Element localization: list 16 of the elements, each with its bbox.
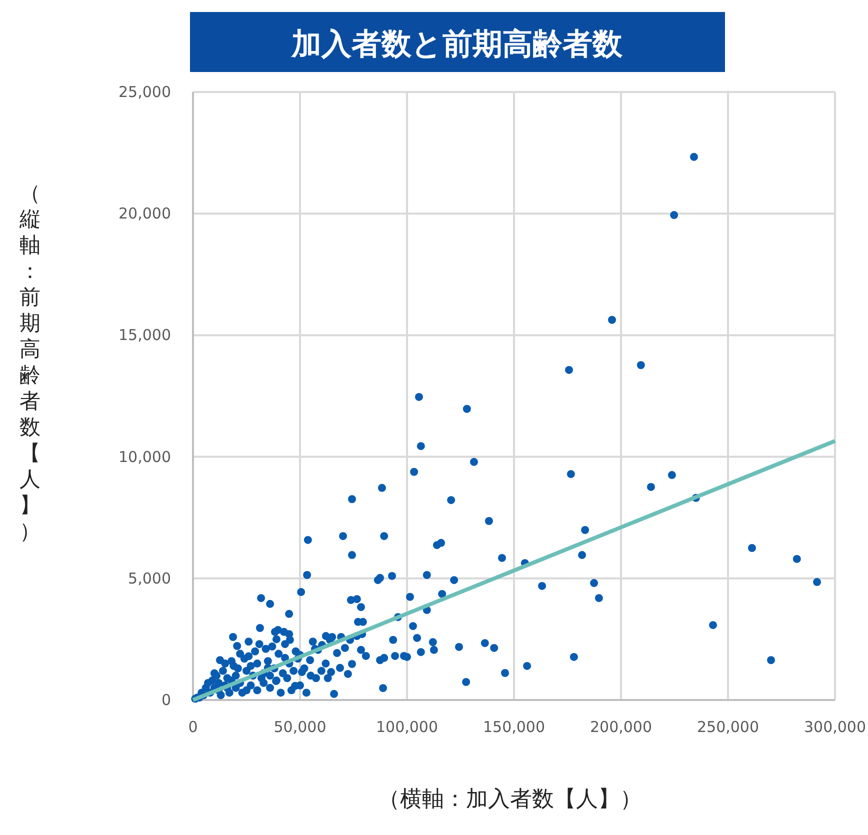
y-tick-label: 25,000 (118, 83, 171, 101)
y-tick-label: 15,000 (118, 326, 171, 344)
y-tick-label: 0 (161, 691, 171, 709)
y-tick-label: 5,000 (128, 569, 171, 588)
text: （縦軸：前期高齢者数【人】） (20, 181, 40, 543)
chart-title: 加入者数と前期高齢者数 (290, 27, 624, 62)
x-tick-label: 300,000 (804, 718, 866, 736)
x-tick-label: 150,000 (482, 718, 546, 736)
y-tick-label: 20,000 (118, 204, 171, 223)
x-tick-label: 200,000 (590, 718, 652, 736)
x-tick-label: 250,000 (696, 718, 760, 736)
x-tick-label: 50,000 (274, 718, 326, 736)
y-tick-label: 10,000 (118, 448, 171, 466)
x-axis-title: （横軸：加入者数【人】） (378, 787, 642, 812)
x-tick-label: 0 (188, 718, 198, 736)
x-tick-label: 100,000 (376, 718, 438, 736)
